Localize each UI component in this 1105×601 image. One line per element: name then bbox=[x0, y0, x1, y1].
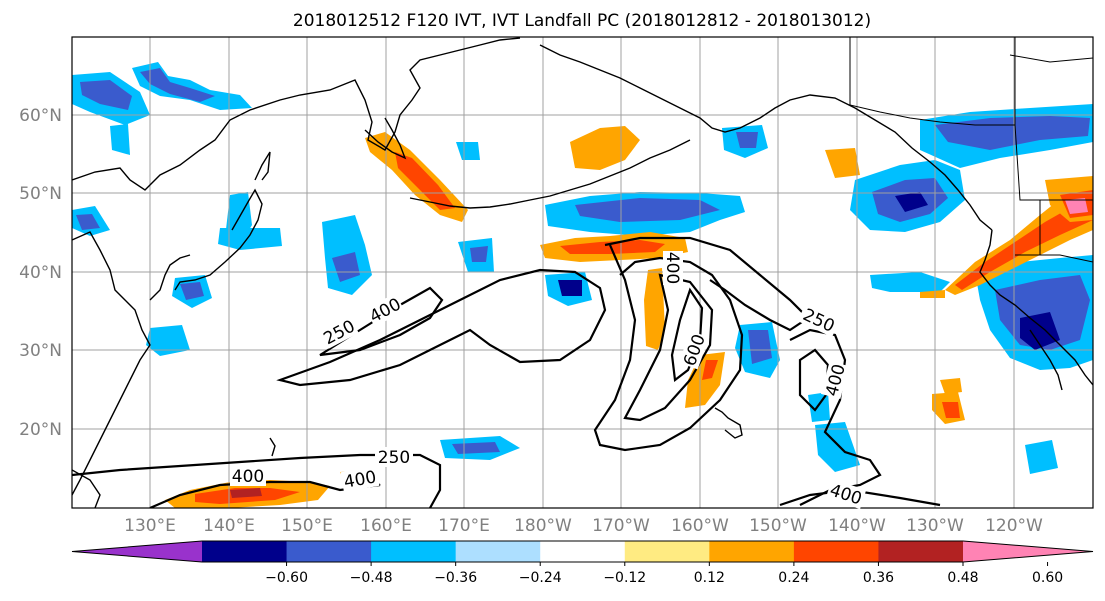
lat-label: 50°N bbox=[19, 184, 62, 204]
colorbar-bin bbox=[709, 541, 795, 562]
coastlines bbox=[72, 37, 1093, 508]
colorbar-tick-label: −0.60 bbox=[265, 570, 308, 586]
contour-label: 250 bbox=[378, 448, 410, 468]
lon-label: 130°E bbox=[124, 516, 176, 536]
lon-label: 150°W bbox=[749, 516, 807, 536]
colorbar-tick-label: 0.24 bbox=[778, 570, 809, 586]
lon-label: 120°W bbox=[985, 516, 1043, 536]
graticule bbox=[72, 37, 1093, 508]
colorbar-tick-label: −0.12 bbox=[603, 570, 646, 586]
colorbar-tick-label: −0.24 bbox=[519, 570, 562, 586]
lat-label: 20°N bbox=[19, 420, 62, 440]
colorbar-tick-label: −0.36 bbox=[434, 570, 477, 586]
colorbar: −0.60 −0.48 −0.36 −0.24 −0.12 0.12 0.24 0.36 0.4… bbox=[71, 540, 1094, 586]
colorbar-extend-high bbox=[963, 541, 1093, 562]
lon-label: 170°E bbox=[438, 516, 490, 536]
colorbar-outline bbox=[71, 540, 1094, 563]
colorbar-bin bbox=[455, 541, 541, 562]
colorbar-tick-label: 0.48 bbox=[947, 570, 978, 586]
colorbar-tick-label: −0.48 bbox=[350, 570, 393, 586]
colorbar-bin bbox=[793, 541, 879, 562]
colorbar-tick-label: 0.60 bbox=[1032, 570, 1063, 586]
lat-label: 30°N bbox=[19, 341, 62, 361]
lon-label: 130°W bbox=[906, 516, 964, 536]
contour-label: 400 bbox=[662, 252, 682, 284]
colorbar-bin bbox=[540, 541, 626, 562]
lon-label: 140°W bbox=[828, 516, 886, 536]
lon-label: 150°E bbox=[281, 516, 333, 536]
colorbar-extend-low bbox=[72, 541, 202, 562]
lon-label: 160°E bbox=[360, 516, 412, 536]
colorbar-tick-label: 0.36 bbox=[863, 570, 894, 586]
lon-label: 140°E bbox=[203, 516, 255, 536]
lon-label: 170°W bbox=[592, 516, 650, 536]
borders bbox=[849, 37, 1093, 263]
colorbar-bin bbox=[286, 541, 372, 562]
lat-label: 60°N bbox=[19, 106, 62, 126]
colorbar-bin bbox=[371, 541, 457, 562]
lat-label: 40°N bbox=[19, 263, 62, 283]
lon-label: 180°W bbox=[514, 516, 572, 536]
lon-label: 160°W bbox=[671, 516, 729, 536]
colorbar-bin bbox=[202, 541, 288, 562]
map-border bbox=[71, 36, 1094, 509]
contour-labels: 250 400 400 600 250 400 250 400 400 400 bbox=[230, 251, 867, 509]
colorbar-bin bbox=[878, 541, 964, 562]
lat-axis: 60°N 50°N 40°N 30°N 20°N bbox=[19, 106, 62, 440]
contour-label: 400 bbox=[232, 467, 264, 487]
map-title: 2018012512 F120 IVT, IVT Landfall PC (20… bbox=[293, 11, 871, 31]
lon-axis: 130°E 140°E 150°E 160°E 170°E 180°W 170°… bbox=[124, 516, 1043, 536]
colorbar-tick-label: 0.12 bbox=[694, 570, 725, 586]
colorbar-bin bbox=[624, 541, 710, 562]
